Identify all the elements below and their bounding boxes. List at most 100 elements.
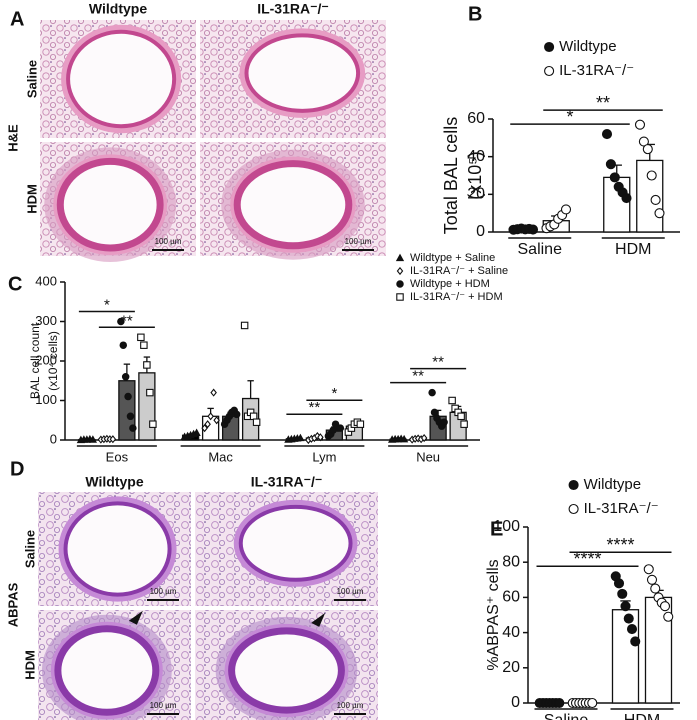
- legend-marker: [396, 293, 404, 301]
- data-point: [646, 574, 658, 585]
- y-tick-label: 0: [476, 223, 485, 240]
- data-point: [613, 578, 625, 589]
- y-tick-label: 0: [50, 431, 57, 446]
- airway-wall: [233, 499, 358, 587]
- data-point: [626, 624, 638, 635]
- column-header: Wildtype: [89, 1, 147, 17]
- x-tick-label: HDM: [615, 241, 651, 258]
- data-point: [634, 119, 646, 130]
- data-point: [109, 435, 117, 444]
- legend-label: IL-31RA⁻/⁻ + HDM: [410, 291, 503, 303]
- legend-marker: [396, 266, 404, 276]
- x-tick-label: Saline: [518, 241, 563, 258]
- data-point: [587, 697, 598, 709]
- data-point: [336, 424, 345, 432]
- scale-bar-label: 100 µm: [150, 701, 177, 710]
- y-tick-label: 40: [502, 624, 520, 641]
- x-tick-label: HDM: [624, 712, 660, 720]
- scale-bar-label: 100 µm: [337, 701, 364, 710]
- data-point: [149, 420, 157, 428]
- data-point: [623, 613, 634, 624]
- bar: [138, 372, 156, 441]
- airway-wall: [53, 154, 168, 256]
- panel-letter: E: [490, 518, 503, 540]
- y-tick-label: 20: [467, 186, 485, 203]
- significance-label: ****: [606, 535, 634, 555]
- data-point: [643, 564, 654, 575]
- stain-label: ABPAS: [5, 582, 20, 627]
- column-header: IL-31RA⁻/⁻: [251, 474, 323, 490]
- data-point: [240, 321, 249, 330]
- airway-epithelium: [228, 627, 345, 714]
- data-point: [232, 410, 241, 419]
- legend-label: Wildtype + HDM: [410, 278, 490, 290]
- legend-label: Wildtype + Saline: [410, 252, 495, 264]
- y-axis-label: BAL cell count: [28, 322, 42, 399]
- significance-label: **: [596, 93, 610, 113]
- bar: [611, 609, 640, 704]
- data-point: [207, 412, 214, 421]
- airway-epithelium: [244, 33, 361, 113]
- airway-wall: [61, 24, 182, 134]
- data-point: [124, 392, 132, 401]
- legend-label: IL-31RA⁻/⁻: [584, 500, 659, 517]
- airway-epithelium: [233, 160, 353, 250]
- row-label: Saline: [22, 530, 37, 568]
- significance-label: **: [121, 312, 133, 329]
- data-point: [650, 583, 661, 594]
- scale-bar-label: 100 µm: [155, 237, 182, 246]
- y-tick-label: 200: [35, 352, 57, 367]
- row-label: HDM: [24, 184, 39, 214]
- data-point: [457, 412, 465, 421]
- arrowhead: [128, 610, 143, 625]
- y-tick-label: 20: [502, 659, 520, 676]
- data-point: [448, 396, 456, 405]
- data-point: [601, 129, 613, 140]
- legend-label: Wildtype: [559, 38, 617, 55]
- data-point: [630, 636, 641, 647]
- data-point: [646, 170, 657, 181]
- significance-label: **: [309, 399, 321, 416]
- panel-letter: D: [10, 458, 24, 480]
- y-axis-label: (x10⁵): [465, 151, 485, 199]
- data-point: [129, 424, 137, 432]
- data-point: [460, 420, 468, 428]
- y-tick-label: 60: [502, 589, 520, 606]
- data-point: [654, 208, 665, 219]
- airway-wall: [50, 621, 163, 720]
- data-point: [210, 388, 217, 397]
- data-point: [137, 333, 145, 342]
- y-tick-label: 100: [493, 518, 520, 535]
- significance-label: **: [432, 354, 444, 371]
- data-point: [119, 341, 128, 349]
- row-label: Saline: [24, 60, 39, 98]
- data-point: [204, 420, 211, 429]
- legend-marker: [544, 41, 555, 53]
- data-point: [143, 361, 151, 369]
- legend-marker: [568, 479, 579, 491]
- airway-epithelium: [56, 157, 164, 252]
- legend-label: Wildtype: [584, 476, 642, 493]
- airway-wall: [239, 28, 366, 118]
- panel-letter: A: [10, 8, 24, 30]
- legend-marker: [395, 253, 405, 262]
- data-point: [252, 418, 261, 426]
- y-axis-label: %ABPAS⁺ cells: [485, 559, 502, 670]
- data-point: [126, 412, 135, 421]
- x-tick-label: Saline: [544, 712, 589, 720]
- stain-label: H&E: [5, 124, 20, 152]
- data-point: [121, 373, 130, 381]
- legend-marker: [544, 65, 555, 77]
- panel-letter: C: [8, 273, 22, 295]
- airway-epithelium: [238, 504, 353, 582]
- y-tick-label: 400: [35, 273, 57, 288]
- significance-label: *: [104, 296, 110, 313]
- airway-wall: [58, 496, 177, 602]
- panel-letter: B: [468, 3, 482, 25]
- significance-label: **: [412, 368, 424, 385]
- scale-bar-label: 100 µm: [337, 587, 364, 596]
- airway-wall: [230, 156, 356, 253]
- airway-epithelium: [63, 501, 172, 597]
- y-tick-label: 300: [35, 313, 57, 328]
- data-point: [605, 159, 616, 170]
